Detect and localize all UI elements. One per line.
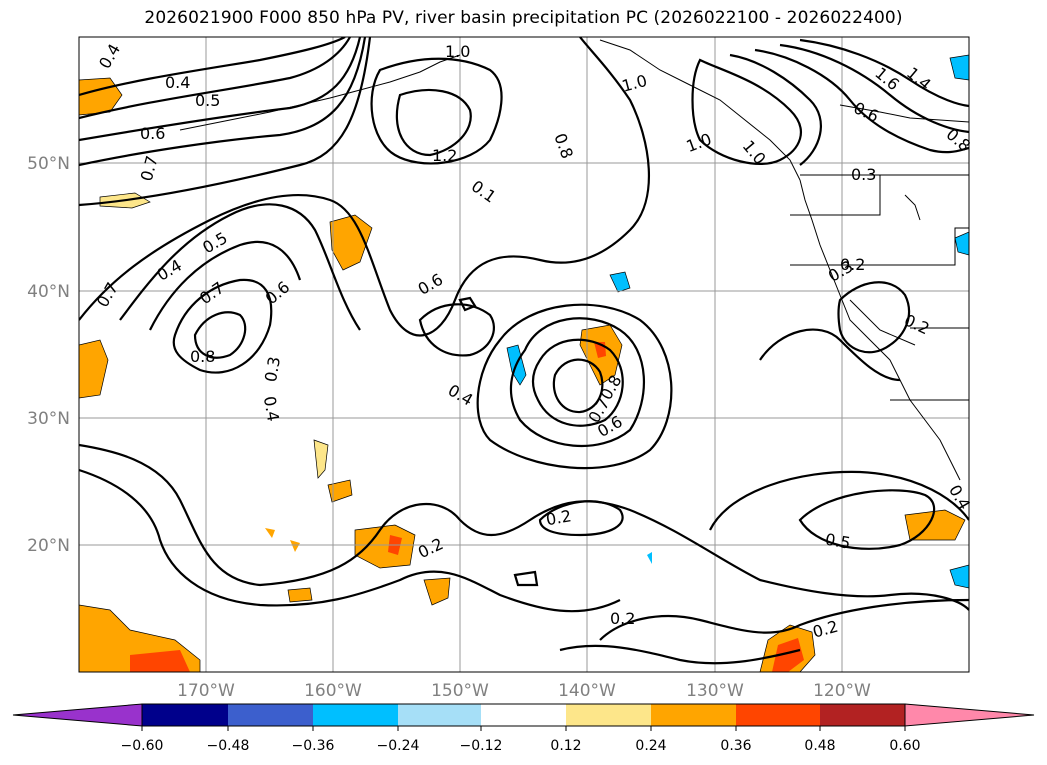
shade-hawaii xyxy=(354,524,416,569)
contour-label: 1.0 xyxy=(445,42,470,61)
colorbar-segment xyxy=(142,704,228,726)
shade-small-4 xyxy=(423,577,451,606)
shade-east-20n xyxy=(904,509,966,541)
contour-label: 0.2 xyxy=(544,506,572,529)
colorbar-segment xyxy=(820,704,905,726)
lon-tick-labels: 170°W 160°W 150°W 140°W 130°W 120°W xyxy=(177,681,871,701)
contour-label: 0.2 xyxy=(901,310,932,338)
colorbar-tick-label: 0.48 xyxy=(804,738,835,754)
contour-label: 0.7 xyxy=(137,154,162,184)
contour-label: 0.4 xyxy=(154,255,186,284)
contour-label: 0.7 xyxy=(196,278,228,308)
pv-contours xyxy=(79,37,969,665)
contour-label: 0.1 xyxy=(468,176,500,206)
lon-tick-label: 120°W xyxy=(813,681,871,701)
contour-label: 0.4 xyxy=(445,381,477,410)
contour-label: 0.8 xyxy=(550,131,577,161)
shade-sw-core xyxy=(130,650,190,672)
lon-tick-label: 130°W xyxy=(686,681,744,701)
figure-title: 2026021900 F000 850 hPa PV, river basin … xyxy=(144,8,903,28)
contour-label: 0.2 xyxy=(415,534,446,562)
colorbar-segment xyxy=(651,704,736,726)
colorbar-tick-label: 0.36 xyxy=(720,738,751,754)
lon-tick-label: 160°W xyxy=(304,681,362,701)
colorbar-extend-high xyxy=(904,703,1035,727)
colorbar-segment xyxy=(736,704,820,726)
colorbar-tick-label: −0.24 xyxy=(377,738,420,754)
shade-neg-north xyxy=(609,271,631,293)
contour-label: 1.2 xyxy=(432,146,457,165)
lat-tick-labels: 50°N 40°N 30°N 20°N xyxy=(27,154,70,556)
contour-label: 0.4 xyxy=(260,395,283,423)
contour-label: 0.6 xyxy=(415,270,447,299)
colorbar-segment xyxy=(481,704,566,726)
contour-label: 0.6 xyxy=(851,98,882,126)
contour-label: 0.3 xyxy=(261,355,284,383)
shade-se-core xyxy=(772,638,804,672)
lon-tick-label: 150°W xyxy=(431,681,489,701)
contour-label: 0.4 xyxy=(95,40,124,72)
contour-label: 0.2 xyxy=(840,255,865,274)
lat-tick-label: 30°N xyxy=(27,409,70,429)
contour-label: 0.6 xyxy=(262,277,294,308)
precip-shading xyxy=(79,54,969,672)
shade-neg-ne xyxy=(949,54,969,81)
colorbar-tick-label: 0.12 xyxy=(550,738,581,754)
colorbar-tick-label: −0.12 xyxy=(460,738,503,754)
lat-tick-label: 20°N xyxy=(27,536,70,556)
contour-label: 0.5 xyxy=(824,530,852,553)
contour-label: 0.4 xyxy=(945,481,974,513)
shade-small-3 xyxy=(287,587,313,603)
shade-neg-east xyxy=(954,231,969,256)
contour-label: 1.6 xyxy=(871,63,903,94)
shade-small-1 xyxy=(265,528,275,538)
colorbar-segment xyxy=(398,704,481,726)
colorbar-extend-low xyxy=(12,703,143,727)
colorbar-tick-label: −0.36 xyxy=(292,738,335,754)
shade-small-2 xyxy=(290,540,300,552)
contour-label: 0.5 xyxy=(199,228,231,257)
colorbar-segment xyxy=(566,704,651,726)
contour-label: 0.7 xyxy=(93,279,122,311)
coastlines xyxy=(179,39,969,481)
lon-tick-label: 140°W xyxy=(558,681,616,701)
contour-label: 0.5 xyxy=(195,91,220,110)
contour-label: 1.4 xyxy=(903,63,935,94)
colorbar-tick-label: 0.60 xyxy=(889,738,920,754)
contour-label: 0.6 xyxy=(140,124,165,143)
contour-label: 0.3 xyxy=(851,165,876,184)
map-frame xyxy=(78,36,970,673)
contour-label: 0.2 xyxy=(610,609,635,628)
colorbar-tick-label: −0.60 xyxy=(121,738,164,754)
shade-hawaii-n xyxy=(313,439,329,479)
colorbar-ticks xyxy=(141,726,906,731)
contour-label: 1.0 xyxy=(684,129,714,156)
colorbar: −0.60 −0.48 −0.36 −0.24 −0.12 0.12 0.24 … xyxy=(12,703,1035,754)
colorbar-segment xyxy=(228,704,313,726)
shade-lat44 xyxy=(329,214,373,271)
lon-tick-label: 170°W xyxy=(177,681,235,701)
contour-label: 0.8 xyxy=(190,347,215,366)
shade-neg-small xyxy=(647,552,652,564)
shade-hawaii-ne xyxy=(327,479,353,503)
colorbar-tick-label: 0.24 xyxy=(635,738,666,754)
contour-label: 0.4 xyxy=(165,73,190,92)
colorbar-tick-label: −0.48 xyxy=(207,738,250,754)
contour-label: 1.0 xyxy=(620,71,650,96)
shade-neg-se xyxy=(949,564,969,589)
colorbar-segment xyxy=(313,704,398,726)
shade-west-edge xyxy=(79,339,109,399)
lat-tick-label: 40°N xyxy=(27,282,70,302)
lat-tick-label: 50°N xyxy=(27,154,70,174)
